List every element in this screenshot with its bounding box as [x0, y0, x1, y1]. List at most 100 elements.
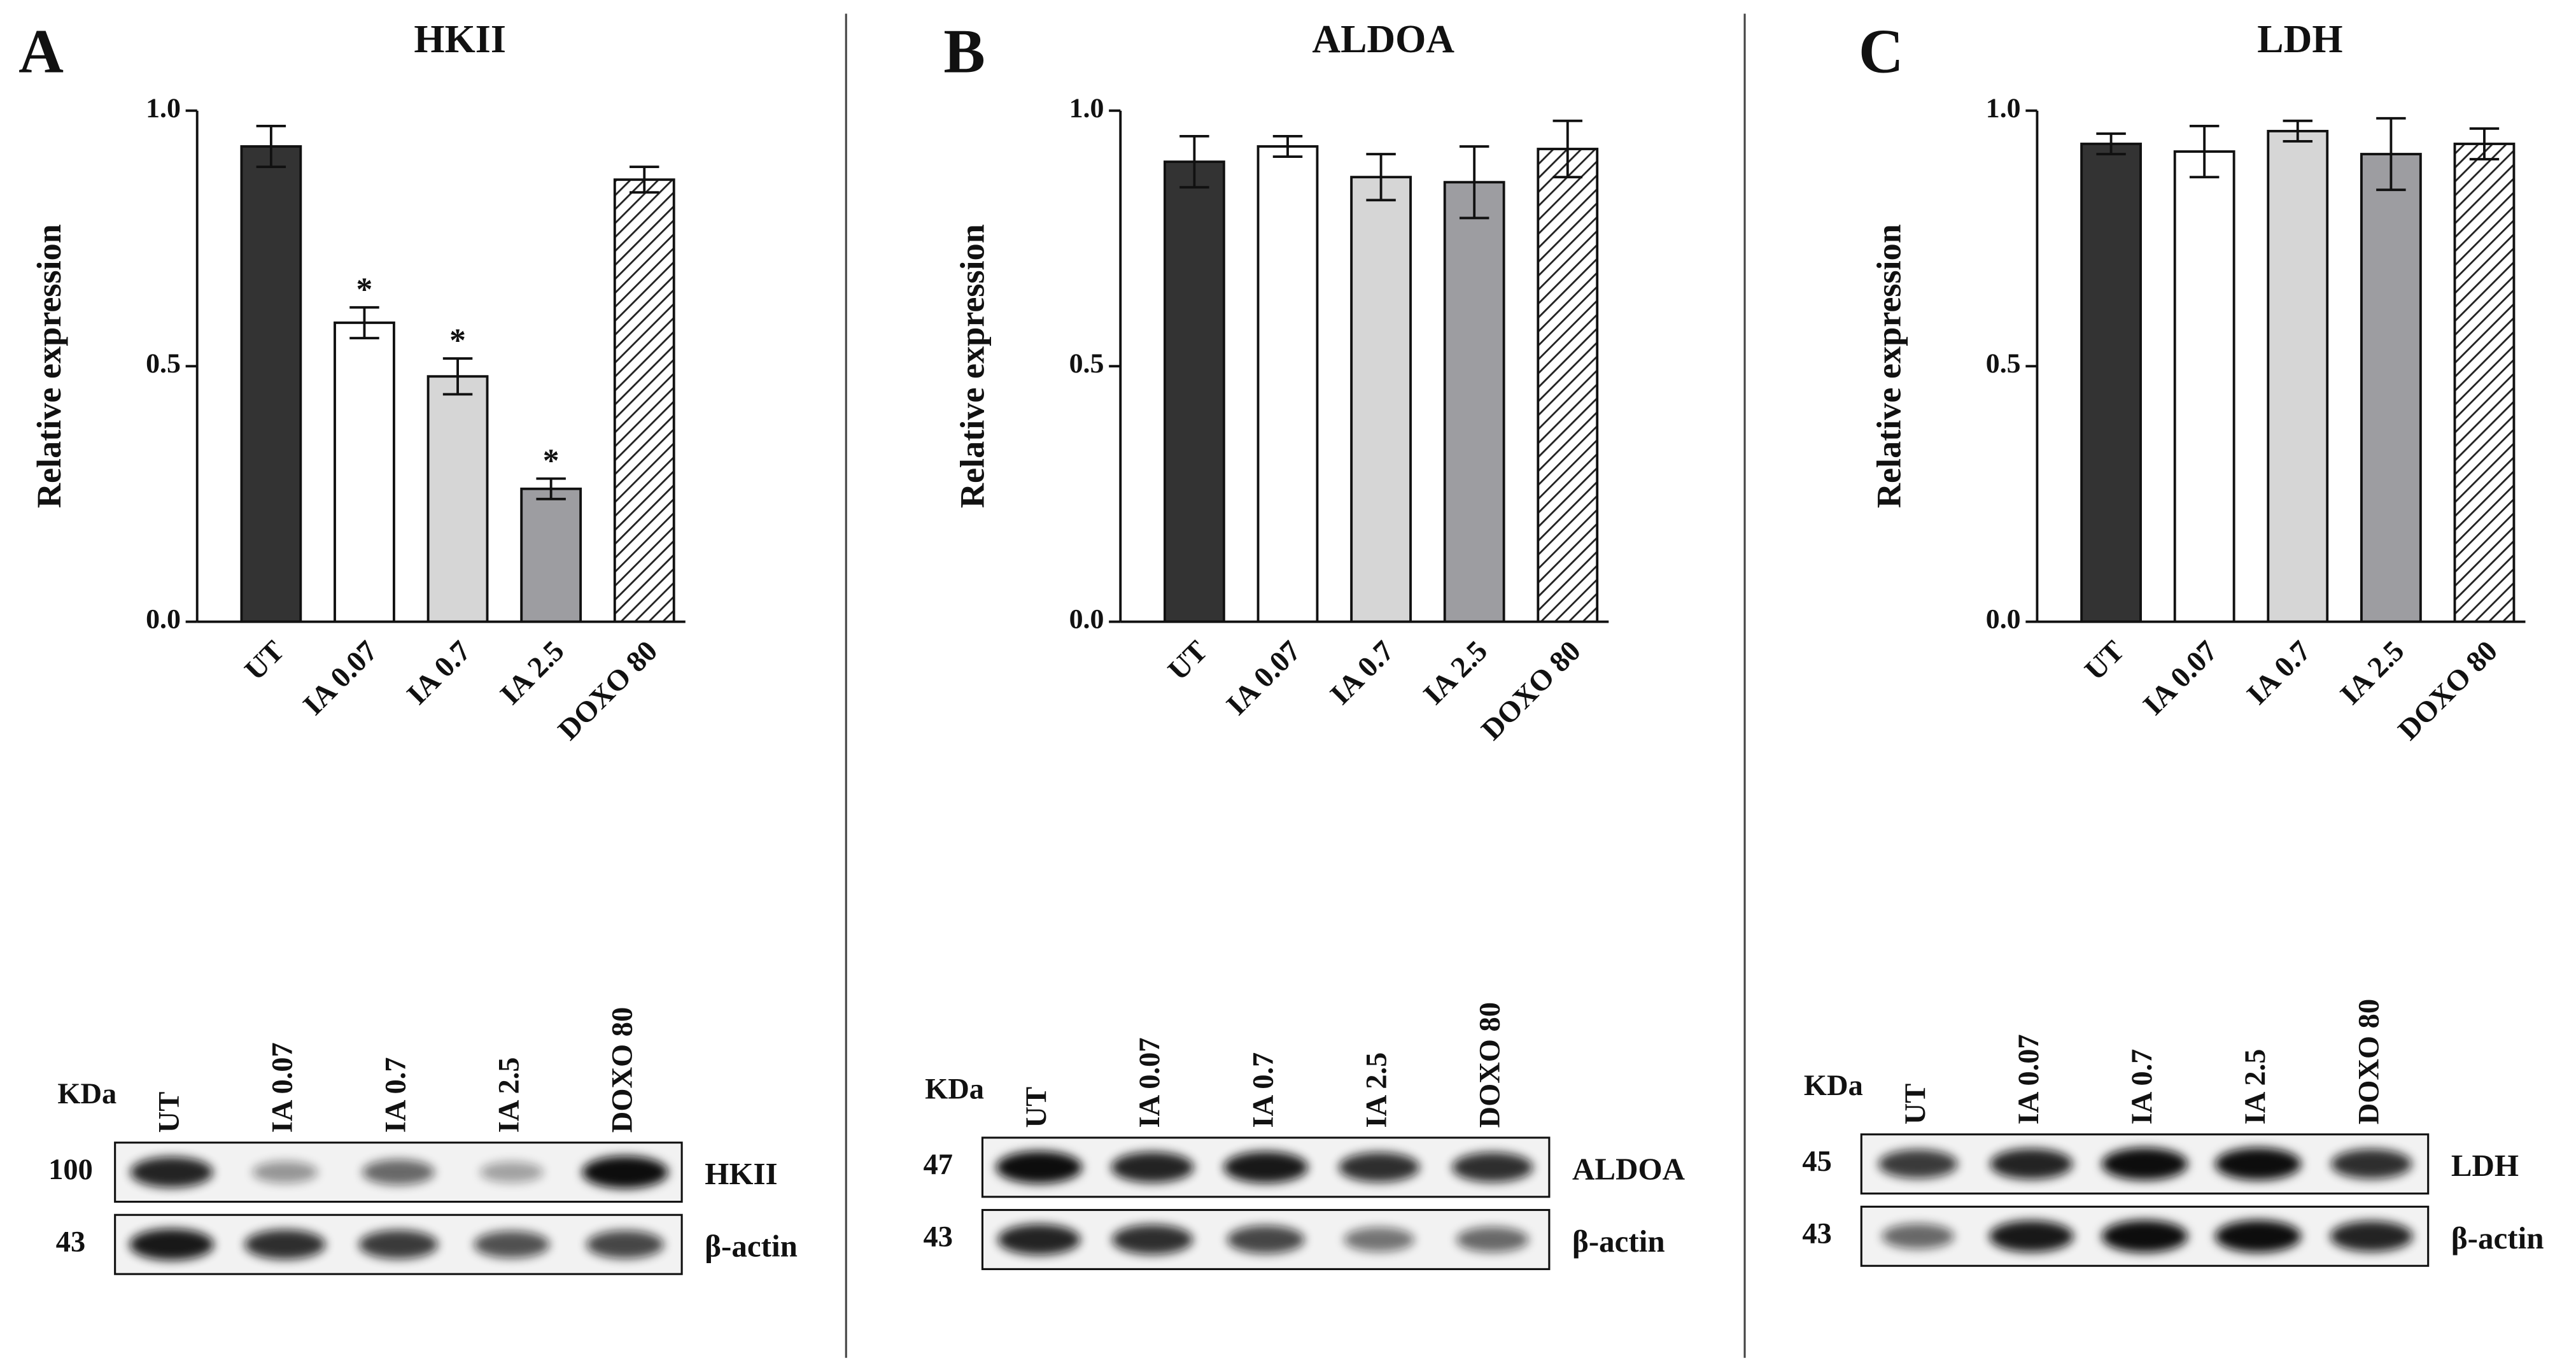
blot-protein: LDH: [2451, 1148, 2519, 1183]
chart-title: LDH: [2257, 18, 2342, 61]
blot-band: [996, 1150, 1083, 1184]
lane-label: IA 0.7: [380, 1057, 412, 1133]
blot-band: [474, 1231, 550, 1259]
bar: [1163, 160, 1225, 623]
lane-label: DOXO 80: [2353, 999, 2385, 1124]
x-tick-label: UT: [2079, 635, 2131, 687]
x-tick-label: IA 0.07: [2137, 635, 2224, 721]
chart-title: HKII: [414, 18, 506, 61]
x-tick-label: DOXO 80: [2392, 635, 2504, 747]
blot-band: [1990, 1149, 2073, 1180]
y-tick-label: 0.0: [146, 604, 181, 635]
blot-band: [1989, 1220, 2074, 1252]
y-tick-label: 0.0: [1986, 604, 2021, 635]
blot-band: [1882, 1223, 1955, 1249]
significance-mark: *: [356, 271, 373, 308]
blot-band: [1227, 1225, 1305, 1254]
lane-label: IA 0.07: [266, 1042, 299, 1133]
panel-letter: C: [1859, 18, 1904, 87]
y-tick-label: 1.0: [1069, 93, 1104, 124]
blot-unit-label: KDa: [57, 1078, 116, 1110]
significance-mark: *: [543, 442, 560, 479]
x-tick-label: IA 2.5: [494, 635, 570, 711]
lane-label: UT: [153, 1092, 185, 1133]
blot-band: [2101, 1147, 2188, 1180]
lane-label: IA 0.7: [2126, 1049, 2158, 1125]
blot-band: [586, 1230, 664, 1259]
bar: [2360, 153, 2422, 623]
bar: [2080, 143, 2142, 623]
panel-letter: B: [943, 18, 985, 87]
blot-protein: β-actin: [1572, 1224, 1665, 1259]
blot-kda: 45: [1802, 1145, 1831, 1178]
blot-band: [1111, 1224, 1193, 1255]
lane-label: IA 2.5: [2239, 1049, 2272, 1125]
panel-letter: A: [18, 18, 64, 87]
y-axis-label: Relative expression: [30, 224, 68, 508]
bar: [520, 487, 582, 623]
y-axis-label: Relative expression: [954, 224, 992, 508]
lane-label: DOXO 80: [607, 1007, 639, 1133]
bar: [334, 321, 395, 623]
blot-band: [244, 1229, 326, 1260]
x-tick-label: IA 2.5: [2334, 635, 2411, 711]
blot-band: [2101, 1220, 2188, 1253]
blot-band: [358, 1229, 439, 1259]
lane-label: DOXO 80: [1474, 1002, 1506, 1128]
bar: [1350, 176, 1412, 623]
y-tick-label: 1.0: [146, 93, 181, 124]
bar: [1443, 181, 1505, 623]
blot-band: [997, 1224, 1081, 1255]
x-tick-label: IA 0.7: [401, 635, 477, 711]
y-tick-label: 0.5: [1986, 348, 2021, 379]
y-tick-label: 0.5: [146, 348, 181, 379]
blot-band: [130, 1156, 213, 1188]
significance-mark: *: [449, 323, 466, 359]
lane-label: IA 2.5: [1360, 1052, 1393, 1128]
blot-band: [479, 1161, 544, 1183]
blot-unit-label: KDa: [1804, 1070, 1863, 1102]
x-tick-label: IA 0.07: [297, 635, 384, 721]
x-tick-label: IA 0.07: [1220, 635, 1307, 721]
blot-band: [1111, 1152, 1194, 1183]
blot-band: [2214, 1220, 2302, 1253]
blot-protein: β-actin: [705, 1229, 798, 1264]
bar: [1256, 145, 1319, 623]
lane-label: IA 0.07: [1134, 1038, 1166, 1128]
bar: [2267, 129, 2329, 623]
lane-label: UT: [1020, 1087, 1053, 1128]
blot-band: [1456, 1226, 1529, 1252]
blot-kda: 43: [924, 1221, 953, 1254]
x-tick-label: IA 0.7: [2241, 635, 2318, 711]
x-tick-label: UT: [1162, 635, 1214, 687]
lane-label: UT: [1899, 1084, 1932, 1125]
bar: [426, 375, 489, 623]
x-tick-label: DOXO 80: [1475, 635, 1587, 747]
blot-protein: ALDOA: [1572, 1151, 1686, 1186]
y-axis-label: Relative expression: [1870, 224, 1908, 508]
blot-band: [362, 1159, 435, 1185]
bar: [613, 178, 675, 623]
lane-label: IA 2.5: [493, 1057, 526, 1133]
blot-band: [2330, 1220, 2413, 1252]
blot-band: [129, 1228, 215, 1261]
blot-band: [1878, 1149, 1958, 1178]
lane-label: IA 0.7: [1247, 1052, 1279, 1128]
blot-kda: 100: [48, 1154, 93, 1186]
bar: [240, 145, 302, 623]
blot-band: [2214, 1147, 2302, 1180]
x-tick-label: DOXO 80: [552, 635, 664, 747]
blot-unit-label: KDa: [925, 1073, 984, 1105]
x-tick-label: IA 0.7: [1324, 635, 1400, 711]
lane-label: IA 0.07: [2013, 1034, 2045, 1124]
bar: [2453, 143, 2516, 623]
x-tick-label: UT: [239, 635, 291, 687]
y-tick-label: 0.5: [1069, 348, 1104, 379]
blot-band: [2331, 1149, 2412, 1179]
blot-band: [1344, 1227, 1415, 1252]
bar: [1537, 148, 1599, 623]
blot-band: [582, 1156, 668, 1189]
bar: [2173, 150, 2235, 623]
